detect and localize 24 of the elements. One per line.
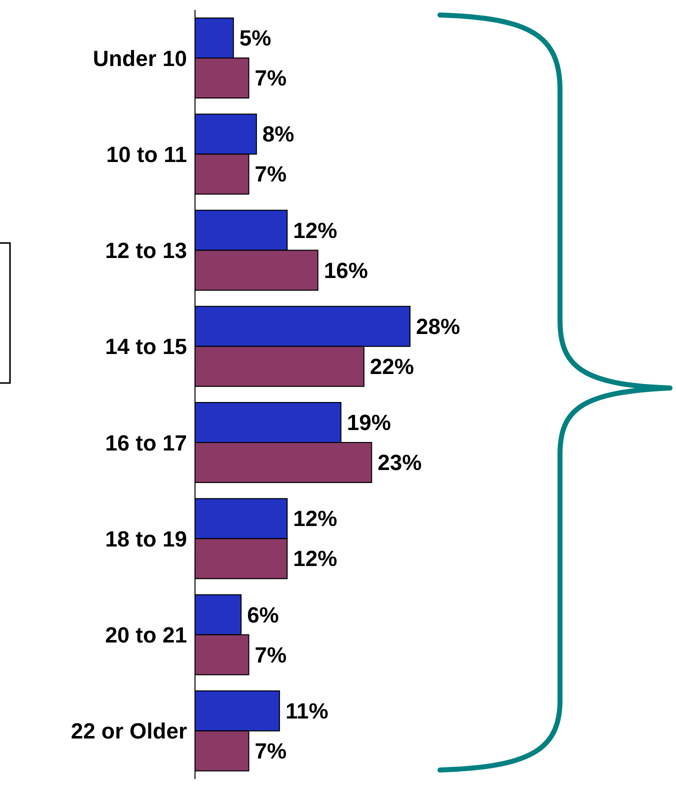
data-label: 12% bbox=[293, 546, 338, 572]
data-label: 11% bbox=[285, 698, 328, 724]
data-label: 6% bbox=[247, 602, 279, 628]
data-label: 16% bbox=[324, 258, 368, 283]
y-tick-label: 14 to 15 bbox=[105, 334, 187, 360]
data-label: 22% bbox=[370, 354, 414, 379]
y-tick-label: Under 10 bbox=[92, 46, 187, 71]
data-label: 28% bbox=[416, 314, 460, 339]
y-tick-label: 16 to 17 bbox=[105, 430, 187, 456]
y-tick-label: 22 or Older bbox=[70, 718, 188, 744]
data-label: 19% bbox=[346, 410, 391, 435]
data-label: 7% bbox=[254, 66, 287, 90]
data-label: 23% bbox=[378, 450, 422, 475]
data-label: 5% bbox=[239, 26, 272, 50]
y-tick-label: 18 to 19 bbox=[105, 526, 187, 552]
data-label: 12% bbox=[293, 506, 338, 532]
data-label: 7% bbox=[254, 738, 287, 764]
data-label: 12% bbox=[293, 218, 338, 243]
y-tick-label: 20 to 21 bbox=[105, 622, 187, 648]
y-tick-label: 10 to 11 bbox=[106, 142, 187, 167]
data-label: 7% bbox=[254, 162, 287, 187]
data-label: 8% bbox=[262, 122, 294, 147]
data-label: 7% bbox=[254, 642, 287, 668]
y-tick-label: 12 to 13 bbox=[105, 238, 187, 264]
